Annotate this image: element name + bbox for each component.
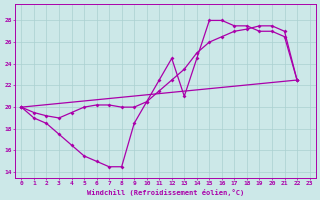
X-axis label: Windchill (Refroidissement éolien,°C): Windchill (Refroidissement éolien,°C): [87, 189, 244, 196]
